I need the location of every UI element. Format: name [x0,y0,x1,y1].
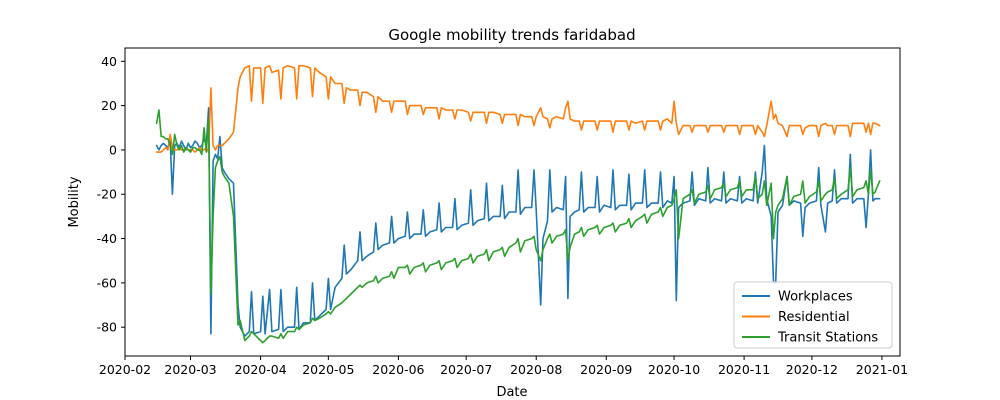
series-line-residential [155,64,881,153]
plot-frame [124,47,901,357]
y-tick-label: -20 [97,187,117,202]
y-tick-label: -60 [97,275,117,290]
legend-box [733,281,893,349]
series-line-transit-stations [155,109,881,344]
chart-title: Google mobility trends faridabad [388,26,635,44]
x-tick-label: 2020-03 [164,362,216,377]
x-tick-label: 2020-12 [786,362,838,377]
x-axis: 2020-02 2020-03 2020-04 2020-05 2020-06 2020-… [99,356,908,377]
x-tick-label: 2021-01 [856,362,908,377]
legend-label: Workplaces [778,290,853,305]
x-tick-label: 2020-10 [648,362,700,377]
series-line-workplaces [155,107,881,337]
x-tick-label: 2020-09 [580,362,632,377]
series-layer [155,64,881,344]
x-tick-label: 2020-08 [510,362,562,377]
y-axis-label: Mobility [67,176,82,227]
y-axis: 40 20 0 -20 -40 -60 -80 [97,54,125,335]
legend-label: Transit Stations [777,331,878,346]
y-tick-label: -80 [97,320,117,335]
y-tick-label: -40 [97,231,117,246]
x-tick-label: 2020-07 [440,362,492,377]
y-tick-label: 40 [101,54,117,69]
legend-label: Residential [778,310,850,325]
x-axis-label: Date [496,385,527,400]
x-tick-label: 2020-02 [99,362,151,377]
legend: Workplaces Residential Transit Stations [733,281,893,349]
y-tick-label: 0 [109,142,117,157]
x-tick-label: 2020-06 [372,362,424,377]
x-tick-label: 2020-05 [302,362,354,377]
y-tick-label: 20 [101,98,117,113]
x-tick-label: 2020-11 [718,362,770,377]
x-tick-label: 2020-04 [234,362,286,377]
